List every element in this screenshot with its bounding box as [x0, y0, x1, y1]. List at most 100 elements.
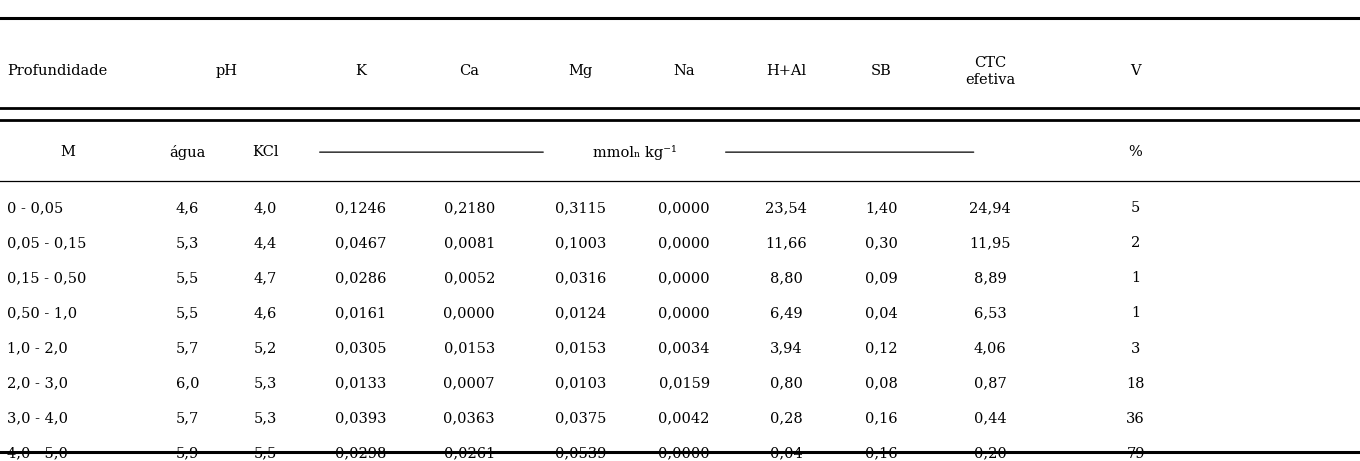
Text: 4,6: 4,6 — [253, 307, 277, 320]
Text: 1,0 - 2,0: 1,0 - 2,0 — [7, 342, 68, 355]
Text: 6,53: 6,53 — [974, 307, 1006, 320]
Text: 5,2: 5,2 — [253, 342, 277, 355]
Text: 0,0393: 0,0393 — [335, 412, 386, 426]
Text: 0,0042: 0,0042 — [658, 412, 710, 426]
Text: 4,0 - 5,0: 4,0 - 5,0 — [7, 447, 68, 461]
Text: 0,50 - 1,0: 0,50 - 1,0 — [7, 307, 78, 320]
Text: 0,0000: 0,0000 — [658, 236, 710, 250]
Text: 0,20: 0,20 — [974, 447, 1006, 461]
Text: água: água — [170, 145, 205, 160]
Text: 0,15 - 0,50: 0,15 - 0,50 — [7, 272, 86, 285]
Text: 0,0103: 0,0103 — [555, 377, 607, 390]
Text: 0,0052: 0,0052 — [443, 272, 495, 285]
Text: 6,0: 6,0 — [175, 377, 200, 390]
Text: 4,7: 4,7 — [253, 272, 277, 285]
Text: 0,16: 0,16 — [865, 447, 898, 461]
Text: 0,0000: 0,0000 — [658, 447, 710, 461]
Text: 0,2180: 0,2180 — [443, 201, 495, 215]
Text: pH: pH — [215, 65, 238, 78]
Text: V: V — [1130, 65, 1141, 78]
Text: 0,0007: 0,0007 — [443, 377, 495, 390]
Text: 0,0034: 0,0034 — [658, 342, 710, 355]
Text: 11,95: 11,95 — [970, 236, 1010, 250]
Text: SB: SB — [870, 65, 892, 78]
Text: 0,0286: 0,0286 — [335, 272, 386, 285]
Text: 5: 5 — [1132, 201, 1140, 215]
Text: 18: 18 — [1126, 377, 1145, 390]
Text: 1: 1 — [1132, 307, 1140, 320]
Text: 0,16: 0,16 — [865, 412, 898, 426]
Text: 5,5: 5,5 — [175, 272, 200, 285]
Text: 5,7: 5,7 — [175, 342, 200, 355]
Text: 5,3: 5,3 — [253, 377, 277, 390]
Text: 6,49: 6,49 — [770, 307, 802, 320]
Text: 0,80: 0,80 — [770, 377, 802, 390]
Text: 0,30: 0,30 — [865, 236, 898, 250]
Text: 0,3115: 0,3115 — [555, 201, 607, 215]
Text: 24,94: 24,94 — [970, 201, 1010, 215]
Text: 0,0375: 0,0375 — [555, 412, 607, 426]
Text: Mg: Mg — [568, 65, 593, 78]
Text: 5,3: 5,3 — [175, 236, 200, 250]
Text: 4,06: 4,06 — [974, 342, 1006, 355]
Text: 0,0467: 0,0467 — [335, 236, 386, 250]
Text: 5,9: 5,9 — [175, 447, 200, 461]
Text: Na: Na — [673, 65, 695, 78]
Text: 0,87: 0,87 — [974, 377, 1006, 390]
Text: 0,0305: 0,0305 — [335, 342, 386, 355]
Text: 0,0159: 0,0159 — [658, 377, 710, 390]
Text: 36: 36 — [1126, 412, 1145, 426]
Text: 4,4: 4,4 — [253, 236, 277, 250]
Text: mmolₙ kg⁻¹: mmolₙ kg⁻¹ — [593, 145, 676, 160]
Text: 0,1246: 0,1246 — [335, 201, 386, 215]
Text: 0 - 0,05: 0 - 0,05 — [7, 201, 63, 215]
Text: H+Al: H+Al — [766, 65, 806, 78]
Text: 5,5: 5,5 — [175, 307, 200, 320]
Text: 0,08: 0,08 — [865, 377, 898, 390]
Text: 23,54: 23,54 — [766, 201, 806, 215]
Text: 2: 2 — [1132, 236, 1140, 250]
Text: 0,0539: 0,0539 — [555, 447, 607, 461]
Text: 3,0 - 4,0: 3,0 - 4,0 — [7, 412, 68, 426]
Text: 0,04: 0,04 — [770, 447, 802, 461]
Text: 0,0133: 0,0133 — [335, 377, 386, 390]
Text: 0,0124: 0,0124 — [555, 307, 607, 320]
Text: 0,0000: 0,0000 — [658, 201, 710, 215]
Text: 2,0 - 3,0: 2,0 - 3,0 — [7, 377, 68, 390]
Text: K: K — [355, 65, 366, 78]
Text: 0,1003: 0,1003 — [555, 236, 607, 250]
Text: 0,0000: 0,0000 — [443, 307, 495, 320]
Text: 0,09: 0,09 — [865, 272, 898, 285]
Text: 8,80: 8,80 — [770, 272, 802, 285]
Text: M: M — [61, 145, 75, 159]
Text: 0,0000: 0,0000 — [658, 307, 710, 320]
Text: 0,0081: 0,0081 — [443, 236, 495, 250]
Text: %: % — [1129, 145, 1142, 159]
Text: 0,0153: 0,0153 — [555, 342, 607, 355]
Text: 0,04: 0,04 — [865, 307, 898, 320]
Text: CTC
efetiva: CTC efetiva — [966, 56, 1015, 87]
Text: Ca: Ca — [460, 65, 479, 78]
Text: 0,44: 0,44 — [974, 412, 1006, 426]
Text: 0,12: 0,12 — [865, 342, 898, 355]
Text: 0,0261: 0,0261 — [443, 447, 495, 461]
Text: 0,0000: 0,0000 — [658, 272, 710, 285]
Text: KCl: KCl — [252, 145, 279, 159]
Text: 0,0316: 0,0316 — [555, 272, 607, 285]
Text: 11,66: 11,66 — [766, 236, 806, 250]
Text: 0,05 - 0,15: 0,05 - 0,15 — [7, 236, 86, 250]
Text: Profundidade: Profundidade — [7, 65, 107, 78]
Text: 0,0363: 0,0363 — [443, 412, 495, 426]
Text: 8,89: 8,89 — [974, 272, 1006, 285]
Text: 0,28: 0,28 — [770, 412, 802, 426]
Text: 5,5: 5,5 — [253, 447, 277, 461]
Text: 0,0153: 0,0153 — [443, 342, 495, 355]
Text: 3: 3 — [1132, 342, 1140, 355]
Text: 79: 79 — [1126, 447, 1145, 461]
Text: 0,0161: 0,0161 — [335, 307, 386, 320]
Text: 1,40: 1,40 — [865, 201, 898, 215]
Text: 4,6: 4,6 — [175, 201, 200, 215]
Text: 3,94: 3,94 — [770, 342, 802, 355]
Text: 1: 1 — [1132, 272, 1140, 285]
Text: 5,3: 5,3 — [253, 412, 277, 426]
